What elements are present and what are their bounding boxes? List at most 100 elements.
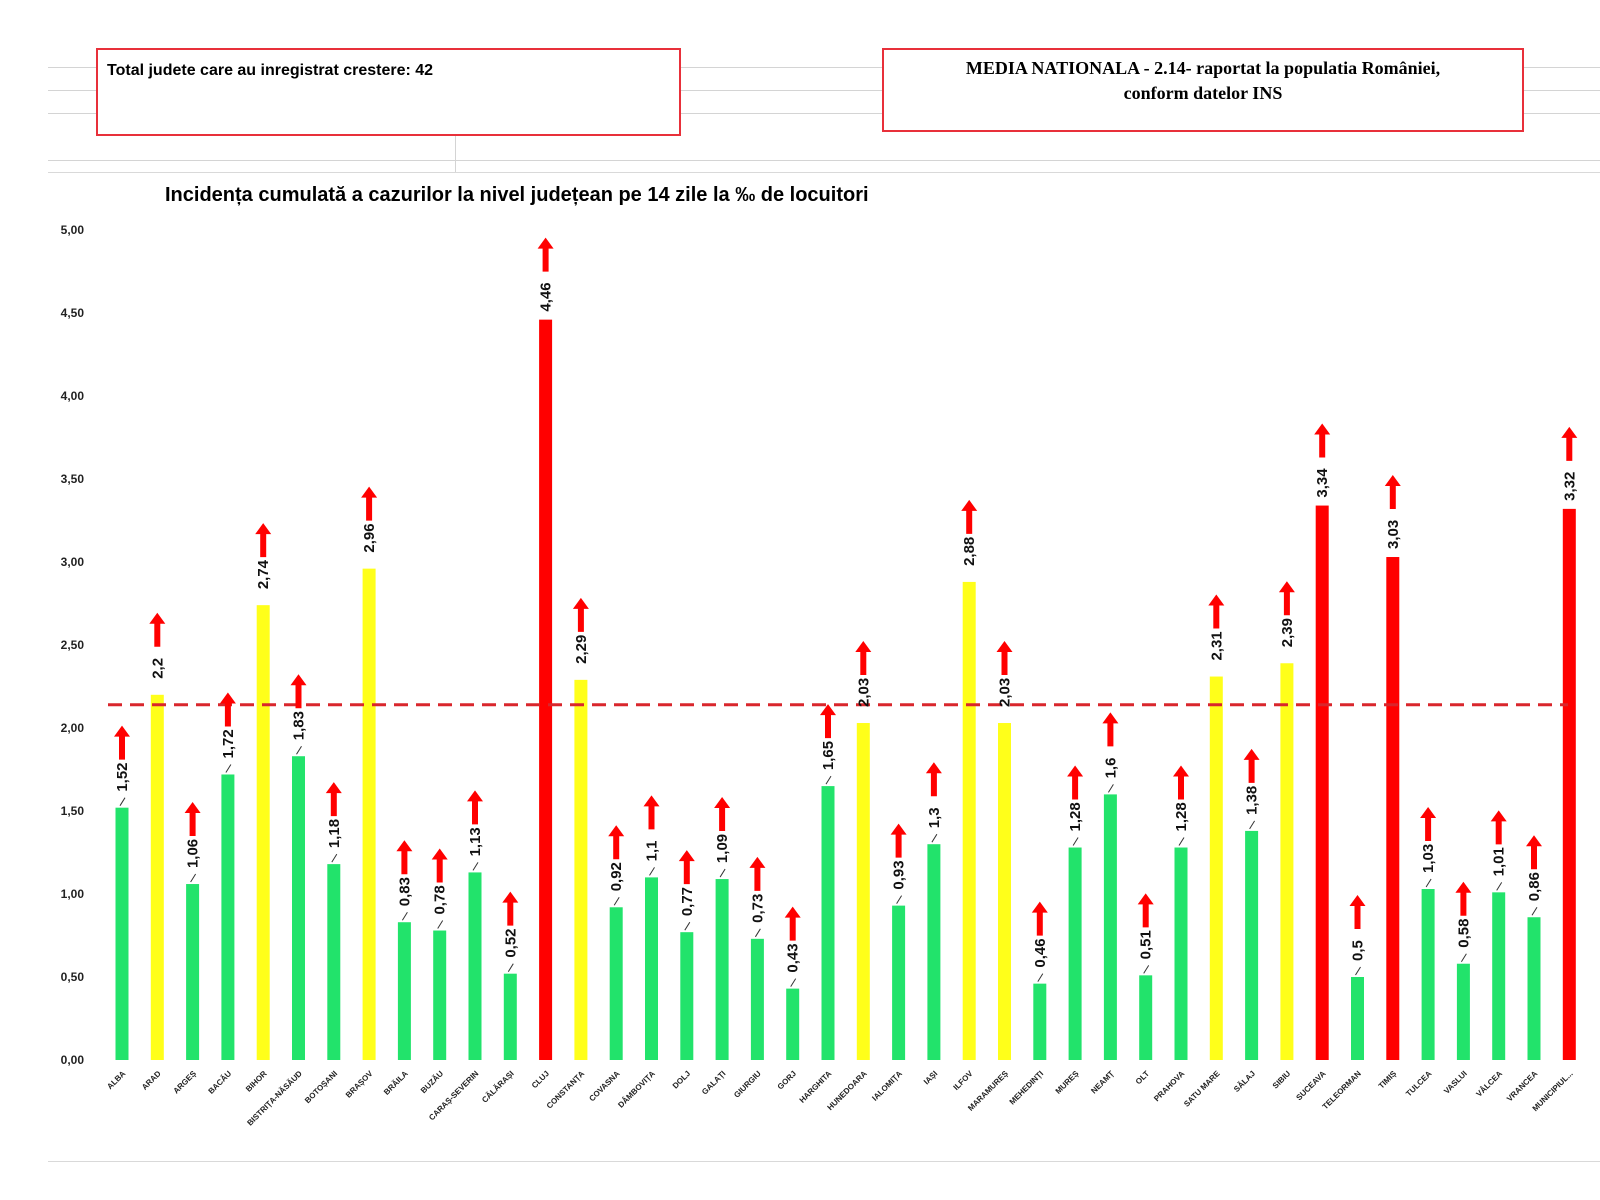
trend-up-arrow-icon bbox=[784, 906, 801, 941]
value-label: 2,96 bbox=[361, 523, 378, 552]
value-leader-line bbox=[437, 920, 444, 929]
arrow-shape bbox=[1243, 748, 1260, 783]
value-label: 0,46 bbox=[1032, 938, 1049, 967]
bar bbox=[856, 723, 870, 1060]
arrow-shape bbox=[184, 802, 201, 837]
arrow-shape bbox=[1490, 810, 1507, 845]
value-leader-line bbox=[1460, 953, 1467, 962]
value-label: 0,73 bbox=[749, 894, 766, 923]
category-label: MEHEDINȚI bbox=[1008, 1069, 1045, 1106]
value-label: 2,03 bbox=[997, 678, 1014, 707]
value-leader-line bbox=[331, 853, 338, 863]
bar bbox=[539, 319, 553, 1060]
y-tick-label: 2,50 bbox=[61, 638, 85, 652]
arrow-shape bbox=[1173, 765, 1189, 800]
trend-up-arrow-icon bbox=[714, 797, 731, 832]
trend-up-arrow-icon bbox=[114, 725, 130, 760]
category-label: DÂMBOVIȚA bbox=[616, 1069, 657, 1110]
value-label: 1,3 bbox=[926, 807, 943, 828]
trend-up-arrow-icon bbox=[643, 795, 660, 830]
arrow-shape bbox=[149, 612, 166, 647]
value-label: 1,03 bbox=[1420, 844, 1437, 873]
arrow-shape bbox=[219, 692, 236, 727]
y-tick-label: 3,50 bbox=[61, 472, 85, 486]
bar bbox=[1421, 889, 1435, 1060]
arrow-shape bbox=[572, 597, 589, 632]
value-leader-line bbox=[613, 897, 620, 906]
bar bbox=[1562, 508, 1576, 1060]
y-tick-label: 3,00 bbox=[61, 555, 85, 569]
bar bbox=[503, 973, 517, 1060]
value-label: 2,29 bbox=[573, 635, 590, 664]
value-label: 1,18 bbox=[326, 819, 343, 848]
category-label: TULCEA bbox=[1404, 1069, 1433, 1098]
category-label: IALOMIȚA bbox=[870, 1069, 904, 1103]
category-label: BRĂILA bbox=[382, 1069, 410, 1097]
trend-up-arrow-icon bbox=[1243, 748, 1260, 783]
trend-up-arrow-icon bbox=[1208, 594, 1225, 629]
bar bbox=[1386, 557, 1400, 1060]
arrow-shape bbox=[1349, 895, 1366, 929]
grid-line bbox=[48, 113, 1600, 114]
value-leader-line bbox=[119, 797, 126, 806]
arrow-shape bbox=[396, 840, 413, 875]
value-leader-line bbox=[1037, 973, 1044, 982]
y-axis: 0,00 0,50 1,00 1,50 2,00 2,50 3,00 3,50 4,00 4,50… bbox=[61, 223, 85, 1067]
value-leader-line bbox=[296, 745, 302, 755]
increase-count-box: Total judete care au inregistrat crester… bbox=[96, 48, 681, 136]
trend-up-arrow-icon bbox=[431, 848, 448, 883]
category-label: NEAMȚ bbox=[1089, 1069, 1116, 1096]
value-leader-line bbox=[1143, 965, 1150, 974]
trend-up-arrow-icon bbox=[396, 840, 413, 875]
category-label: GALAȚI bbox=[700, 1069, 727, 1096]
value-leader-line bbox=[754, 928, 761, 938]
value-label: 0,93 bbox=[891, 860, 908, 889]
arrow-shape bbox=[749, 856, 766, 891]
value-label: 1,01 bbox=[1491, 847, 1508, 876]
arrow-shape bbox=[431, 848, 448, 883]
bar bbox=[468, 872, 482, 1060]
bar bbox=[115, 807, 129, 1060]
bar bbox=[786, 988, 800, 1060]
bar bbox=[927, 844, 941, 1060]
bar bbox=[327, 864, 341, 1060]
y-tick-label: 2,00 bbox=[61, 721, 85, 735]
trend-up-arrow-icon bbox=[608, 825, 625, 860]
trend-up-arrow-icon bbox=[1278, 581, 1295, 616]
category-label: OLT bbox=[1134, 1069, 1151, 1086]
arrow-shape bbox=[1314, 423, 1331, 458]
category-label: BUZĂU bbox=[419, 1069, 445, 1095]
bar bbox=[256, 605, 270, 1060]
value-leader-line bbox=[684, 921, 691, 931]
bar bbox=[750, 938, 764, 1060]
category-label: GIURGIU bbox=[732, 1069, 763, 1100]
value-label: 0,51 bbox=[1138, 930, 1155, 959]
trend-up-arrow-icon bbox=[1137, 893, 1154, 928]
trend-up-arrow-icon bbox=[537, 237, 554, 272]
value-leader-line bbox=[1425, 878, 1432, 888]
trend-up-arrow-icon bbox=[572, 597, 589, 632]
arrow-shape bbox=[996, 641, 1013, 676]
value-leader-line bbox=[790, 978, 797, 987]
arrow-shape bbox=[114, 725, 130, 760]
value-label: 0,78 bbox=[432, 885, 449, 914]
value-label: 1,28 bbox=[1067, 802, 1084, 831]
national-average-line-1: MEDIA NATIONALA - 2.14- raportat la popu… bbox=[965, 58, 1441, 78]
category-label: CONSTANȚA bbox=[545, 1069, 587, 1111]
bar bbox=[1139, 975, 1153, 1060]
arrow-shape bbox=[1384, 475, 1401, 510]
category-label: SĂLAJ bbox=[1232, 1069, 1257, 1094]
bar bbox=[397, 922, 411, 1060]
arrow-shape bbox=[290, 674, 307, 709]
category-label: CĂLĂRAȘI bbox=[480, 1069, 516, 1105]
bar bbox=[362, 568, 376, 1060]
arrow-shape bbox=[1137, 893, 1154, 928]
category-label: BOTOȘANI bbox=[303, 1069, 339, 1105]
value-label: 0,86 bbox=[1526, 872, 1543, 901]
bars bbox=[115, 319, 1576, 1060]
arrow-shape bbox=[714, 797, 731, 832]
value-leader-line bbox=[825, 775, 832, 785]
increase-count-text: Total judete care au inregistrat crester… bbox=[107, 62, 434, 79]
bar bbox=[433, 930, 447, 1060]
